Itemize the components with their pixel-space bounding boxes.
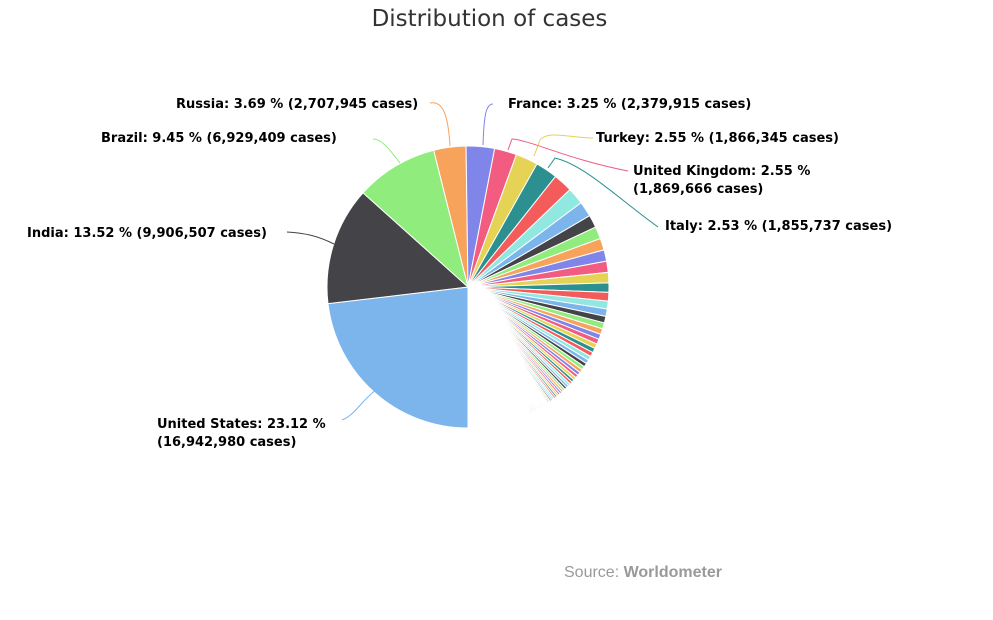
- connector-united-states: [341, 389, 377, 421]
- connector-italy: [547, 157, 659, 228]
- chart-title: Distribution of cases: [371, 6, 608, 32]
- connector-russia: [429, 102, 451, 147]
- label-united-states-line1: United States: 23.12 %: [157, 417, 326, 432]
- connector-india: [286, 231, 335, 245]
- source-prefix: Source:: [564, 564, 624, 581]
- source-credit[interactable]: Source: Worldometer: [564, 564, 722, 582]
- pie-slice-united-states[interactable]: [327, 286, 469, 429]
- pie-slice-india[interactable]: [326, 192, 470, 305]
- label-turkey: Turkey: 2.55 % (1,866,345 cases): [596, 131, 839, 146]
- label-united-kingdom: United Kingdom: 2.55 % (1,869,666 cases): [633, 163, 810, 199]
- label-united-kingdom-line1: United Kingdom: 2.55 %: [633, 164, 811, 179]
- label-brazil: Brazil: 9.45 % (6,929,409 cases): [101, 131, 337, 146]
- connector-france: [482, 103, 494, 146]
- pie-slice-brazil[interactable]: [362, 149, 469, 289]
- label-united-states: United States: 23.12 % (16,942,980 cases…: [157, 416, 326, 452]
- label-france: France: 3.25 % (2,379,915 cases): [508, 97, 752, 112]
- label-india: India: 13.52 % (9,906,507 cases): [27, 226, 267, 241]
- label-russia: Russia: 3.69 % (2,707,945 cases): [176, 97, 419, 112]
- label-italy: Italy: 2.53 % (1,855,737 cases): [665, 219, 893, 234]
- connector-turkey: [533, 134, 594, 157]
- source-link[interactable]: Worldometer: [623, 564, 722, 581]
- label-united-states-line2: (16,942,980 cases): [157, 435, 297, 450]
- connector-brazil: [372, 138, 401, 164]
- label-united-kingdom-line2: (1,869,666 cases): [633, 182, 764, 197]
- connector-united-kingdom: [507, 138, 629, 172]
